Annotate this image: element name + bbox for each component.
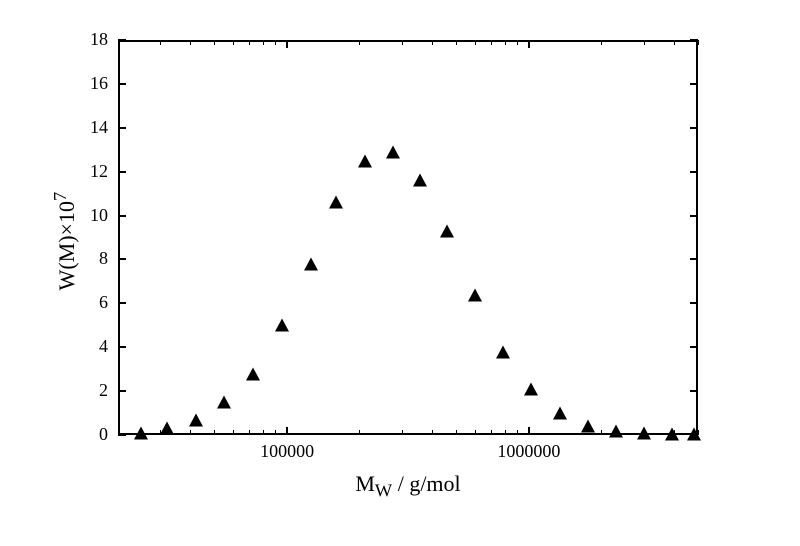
y-tick-label: 2	[99, 380, 108, 401]
y-tick-label: 18	[90, 29, 108, 50]
y-axis-title: W(M)×107	[50, 181, 80, 301]
data-marker	[440, 224, 454, 237]
data-marker	[553, 407, 567, 420]
data-marker	[329, 196, 343, 209]
data-marker	[160, 422, 174, 435]
data-marker	[304, 257, 318, 270]
data-marker	[134, 426, 148, 439]
data-marker	[413, 174, 427, 187]
data-marker	[246, 367, 260, 380]
y-tick-label: 8	[99, 248, 108, 269]
data-marker	[217, 396, 231, 409]
data-marker	[358, 154, 372, 167]
data-marker	[687, 428, 701, 441]
x-tick-label: 1000000	[489, 441, 569, 462]
y-tick-label: 14	[90, 117, 108, 138]
y-tick-label: 0	[99, 424, 108, 445]
y-tick-label: 4	[99, 336, 108, 357]
data-marker	[609, 424, 623, 437]
x-tick-label: 100000	[247, 441, 327, 462]
y-tick-label: 10	[90, 205, 108, 226]
data-marker	[665, 427, 679, 440]
y-tick-label: 12	[90, 161, 108, 182]
data-marker	[524, 382, 538, 395]
x-axis-title: MW / g/mol	[348, 471, 468, 501]
data-marker	[189, 413, 203, 426]
data-marker	[275, 319, 289, 332]
y-tick-label: 16	[90, 73, 108, 94]
data-marker	[386, 145, 400, 158]
data-marker	[468, 288, 482, 301]
data-marker	[496, 345, 510, 358]
data-marker	[581, 420, 595, 433]
chart-container: 100000 1000000 0 2 4 6 8 10 12 14 16 18 MW / g/mol W(…	[0, 0, 800, 546]
y-tick-label: 6	[99, 292, 108, 313]
data-marker	[637, 426, 651, 439]
plot-area	[118, 40, 698, 435]
